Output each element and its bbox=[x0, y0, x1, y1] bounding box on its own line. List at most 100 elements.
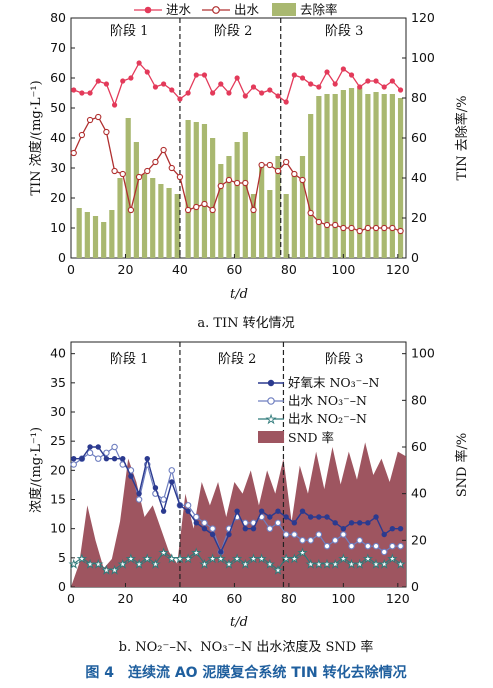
effluent-no2-point: ★ bbox=[86, 560, 95, 571]
panel-a: 0 20 40 60 80 100 1200102030405060708002040608… bbox=[28, 2, 470, 331]
influent-point bbox=[210, 90, 216, 96]
effluent-no2-point: ★ bbox=[363, 554, 372, 565]
aerobic-no3-point bbox=[193, 520, 199, 526]
removal-bar bbox=[193, 122, 199, 258]
aerobic-no3-point bbox=[218, 549, 224, 555]
panel-b-y-left-tick-label: 35 bbox=[50, 375, 66, 390]
influent-point bbox=[357, 84, 363, 90]
effluent-no3-point bbox=[266, 525, 274, 532]
effluent-point bbox=[127, 206, 135, 214]
aerobic-no3-point bbox=[299, 508, 306, 514]
effluent-point bbox=[323, 221, 331, 229]
removal-bar bbox=[210, 138, 216, 258]
influent-point bbox=[161, 81, 167, 87]
aerobic-no3-point bbox=[356, 520, 363, 526]
panel-a-x-tick-label: 20 bbox=[118, 262, 134, 277]
effluent-no2-point: ★ bbox=[151, 560, 160, 571]
influent-point bbox=[389, 78, 395, 84]
legend-effluent-no2-label: 出水 NO₂⁻–N bbox=[288, 411, 367, 426]
panel-b-y-left-tick-label: 30 bbox=[50, 404, 66, 419]
effluent-no2-point: ★ bbox=[110, 566, 119, 577]
effluent-no2-point: ★ bbox=[233, 554, 242, 565]
removal-bar bbox=[365, 94, 371, 258]
aerobic-no3-point bbox=[275, 508, 281, 514]
removal-bar bbox=[332, 94, 338, 258]
removal-bar bbox=[267, 190, 273, 258]
effluent-no2-point: ★ bbox=[216, 554, 225, 565]
effluent-point bbox=[103, 128, 110, 136]
influent-point bbox=[177, 96, 183, 102]
effluent-point bbox=[144, 167, 151, 175]
aerobic-no3-point bbox=[316, 514, 322, 520]
panel-a-x-tick-label: 0 bbox=[67, 262, 75, 277]
panel-b-phase-2-label: 阶段 2 bbox=[218, 352, 256, 367]
effluent-point bbox=[217, 182, 224, 190]
aerobic-no3-point bbox=[381, 531, 387, 538]
effluent-no3-point bbox=[282, 531, 290, 538]
removal-bar bbox=[250, 194, 257, 258]
effluent-no3-point bbox=[209, 525, 216, 532]
effluent-point bbox=[209, 206, 216, 214]
panel-a-left-axis-label: TIN 浓度/(mg·L⁻¹) bbox=[28, 80, 44, 195]
panel-b-y-left-tick-label: 0 bbox=[58, 579, 66, 594]
removal-bar bbox=[150, 178, 156, 258]
panel-a-y-left-tick-label: 70 bbox=[50, 40, 66, 55]
effluent-point bbox=[160, 146, 167, 154]
aerobic-no3-point bbox=[201, 525, 208, 532]
aerobic-no3-point bbox=[291, 520, 298, 526]
effluent-no3-point bbox=[135, 496, 143, 503]
panel-a-x-tick-label: 60 bbox=[226, 262, 242, 277]
legend-snd-label: SND 率 bbox=[288, 430, 334, 445]
panel-a-y-right-tick-label: 20 bbox=[411, 210, 427, 225]
panel-b-caption: b. NO₂⁻–N、NO₃⁻–N 出水浓度及 SND 率 bbox=[119, 639, 374, 655]
figure-caption: 图 4 连续流 AO 泥膜复合系统 TIN 转化去除情况 bbox=[85, 664, 406, 681]
effluent-no2-point: ★ bbox=[396, 560, 405, 571]
influent-point bbox=[283, 99, 289, 105]
effluent-no3-point bbox=[70, 461, 77, 468]
influent-point bbox=[120, 78, 126, 84]
removal-bar bbox=[92, 216, 99, 258]
aerobic-no3-point bbox=[71, 455, 77, 462]
aerobic-no3-point bbox=[136, 490, 142, 497]
effluent-point bbox=[168, 164, 175, 172]
influent-point bbox=[193, 72, 199, 78]
aerobic-no3-point bbox=[79, 455, 85, 462]
panel-b-y-left-tick-label: 25 bbox=[50, 433, 66, 448]
effluent-point bbox=[119, 170, 126, 178]
panel-b-y-right-tick-label: 40 bbox=[411, 486, 427, 501]
panel-a-phase-3-label: 阶段 3 bbox=[325, 24, 363, 39]
influent-point bbox=[128, 75, 134, 81]
influent-point bbox=[79, 90, 85, 96]
aerobic-no3-point bbox=[332, 520, 338, 526]
aerobic-no3-point bbox=[340, 525, 347, 532]
panel-b-y-left-tick-label: 20 bbox=[50, 462, 66, 477]
influent-point bbox=[250, 84, 257, 90]
panel-b-x-tick-label: 20 bbox=[118, 591, 134, 606]
removal-bar bbox=[174, 194, 180, 258]
removal-bar bbox=[125, 118, 131, 258]
removal-bar bbox=[324, 94, 330, 258]
effluent-no2-point: ★ bbox=[159, 548, 168, 559]
effluent-point bbox=[193, 203, 200, 211]
panel-a-tin-lines bbox=[70, 60, 404, 235]
influent-point bbox=[169, 87, 175, 93]
influent-point bbox=[242, 93, 248, 99]
effluent-no2-point: ★ bbox=[380, 560, 389, 571]
panel-b-y-right-tick-label: 20 bbox=[411, 532, 427, 547]
effluent-no3-point bbox=[160, 496, 167, 503]
effluent-no3-point bbox=[291, 531, 298, 538]
effluent-no3-point bbox=[331, 537, 339, 544]
aerobic-no3-point bbox=[267, 514, 273, 520]
removal-bar bbox=[283, 194, 289, 258]
effluent-no2-point: ★ bbox=[339, 554, 348, 565]
legend-effluent-no3-marker bbox=[267, 397, 275, 405]
effluent-no2-point: ★ bbox=[77, 554, 86, 565]
effluent-no2-point: ★ bbox=[94, 560, 103, 571]
effluent-no2-point: ★ bbox=[265, 560, 274, 571]
removal-bar bbox=[348, 88, 355, 258]
legend-effluent-no2-marker: ★ bbox=[266, 413, 276, 426]
effluent-no2-point: ★ bbox=[323, 560, 332, 571]
aerobic-no3-point bbox=[128, 473, 134, 479]
panel-b: ★★★ ★★ ★★★★★★★★ ★ ★★★★ ★★★★★ ★★★★ ★★★ ★ ★ ★★★ ★★★ ★★… bbox=[28, 341, 470, 655]
effluent-no3-point bbox=[86, 449, 94, 457]
